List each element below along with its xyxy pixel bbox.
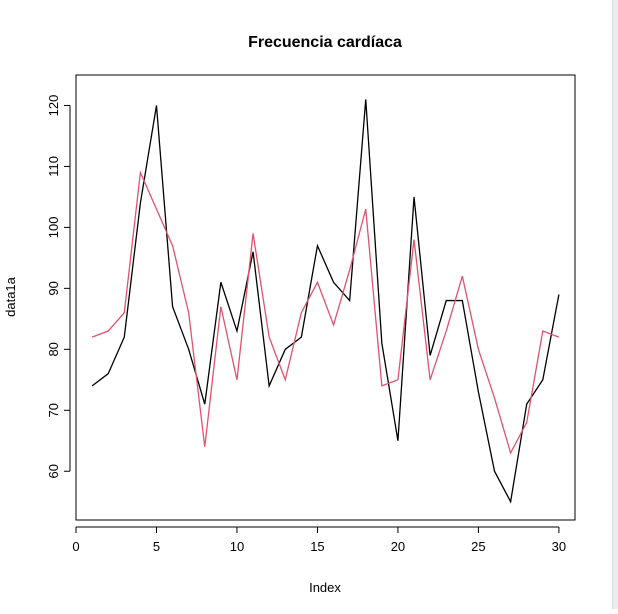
plot-frame [75, 74, 576, 521]
series-line-2 [91, 170, 560, 455]
x-tick-label: 5 [153, 539, 160, 554]
y-tick-label: 70 [46, 403, 61, 417]
x-tick-label: 25 [471, 539, 485, 554]
x-tick-label: 0 [72, 539, 79, 554]
y-tick-label: 60 [46, 464, 61, 478]
series-line-1 [91, 99, 560, 504]
y-tick-label: 110 [46, 156, 61, 177]
y-tick-label: 80 [46, 342, 61, 356]
series-layer [91, 99, 560, 504]
chart-title: Frecuencia cardíaca [248, 34, 402, 51]
x-tick-label: 15 [310, 539, 324, 554]
y-tick-label: 90 [46, 281, 61, 295]
x-tick-label: 10 [230, 539, 244, 554]
x-axis-label: Index [309, 580, 341, 595]
x-tick-label: 20 [391, 539, 405, 554]
y-tick-label: 120 [46, 95, 61, 117]
x-tick-label: 30 [552, 539, 566, 554]
y-axis: 60 70 80 90 100 110 120 [46, 95, 71, 478]
x-axis: 0 5 10 15 20 25 30 [72, 526, 566, 554]
window-edge [612, 0, 618, 609]
y-tick-label: 100 [46, 217, 61, 239]
y-axis-label: data1a [3, 276, 18, 317]
